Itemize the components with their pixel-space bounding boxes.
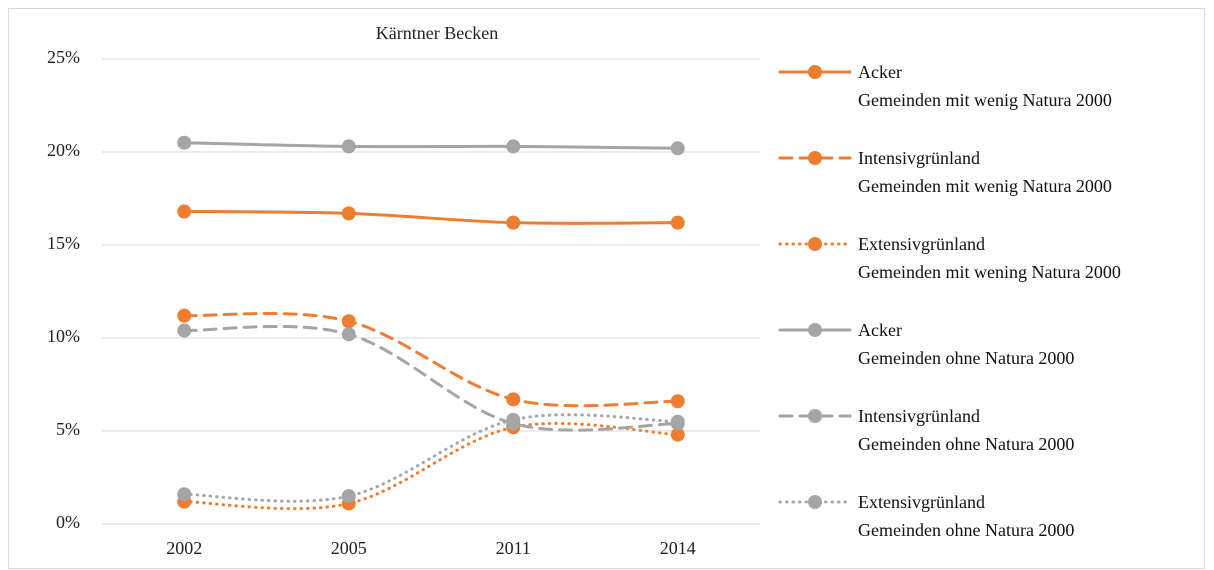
- data-point: [670, 215, 685, 230]
- series-line: [182, 141, 680, 150]
- data-point: [506, 139, 521, 154]
- y-tick-label: 10%: [47, 326, 80, 346]
- data-point: [670, 414, 685, 429]
- y-tick-label: 0%: [56, 512, 80, 532]
- data-point: [506, 215, 521, 230]
- x-tick-label: 2011: [496, 538, 531, 558]
- x-tick-label: 2014: [660, 538, 696, 558]
- legend-marker: [808, 151, 822, 165]
- legend-marker: [808, 65, 822, 79]
- data-point: [177, 323, 192, 338]
- x-tick-label: 2002: [166, 538, 202, 558]
- x-tick-label: 2005: [331, 538, 367, 558]
- chart-frame: [8, 8, 1205, 569]
- legend-label: Intensivgrünland Gemeinden mit wenig Nat…: [858, 148, 1112, 196]
- series-line: [182, 210, 680, 225]
- legend-label: Intensivgrünland Gemeinden ohne Natura 2…: [858, 406, 1075, 454]
- legend-marker: [808, 409, 822, 423]
- legend-label: Extensivgrünland Gemeinden ohne Natura 2…: [858, 492, 1075, 540]
- data-point: [670, 394, 685, 409]
- legend-marker: [808, 323, 822, 337]
- series-line: [182, 413, 680, 503]
- data-point: [341, 327, 356, 342]
- data-point: [341, 139, 356, 154]
- y-tick-label: 15%: [47, 233, 80, 253]
- data-point: [506, 392, 521, 407]
- data-point: [670, 427, 685, 442]
- data-point: [341, 206, 356, 221]
- y-tick-label: 20%: [47, 140, 80, 160]
- data-point: [177, 204, 192, 219]
- data-point: [506, 412, 521, 427]
- data-point: [341, 314, 356, 329]
- legend-label: Extensivgrünland Gemeinden mit wening Na…: [858, 234, 1121, 282]
- legend-marker: [808, 495, 822, 509]
- data-point: [177, 487, 192, 502]
- legend-label: Acker Gemeinden ohne Natura 2000: [858, 320, 1075, 368]
- legend-marker: [808, 237, 822, 251]
- data-point: [177, 135, 192, 150]
- series-line: [182, 421, 680, 511]
- y-tick-label: 5%: [56, 419, 80, 439]
- series-line: [182, 324, 680, 432]
- data-point: [341, 489, 356, 504]
- data-point: [177, 308, 192, 323]
- chart-title: Kärntner Becken: [376, 23, 498, 43]
- y-tick-label: 25%: [47, 47, 80, 67]
- data-point: [670, 141, 685, 156]
- legend-label: Acker Gemeinden mit wenig Natura 2000: [858, 62, 1112, 110]
